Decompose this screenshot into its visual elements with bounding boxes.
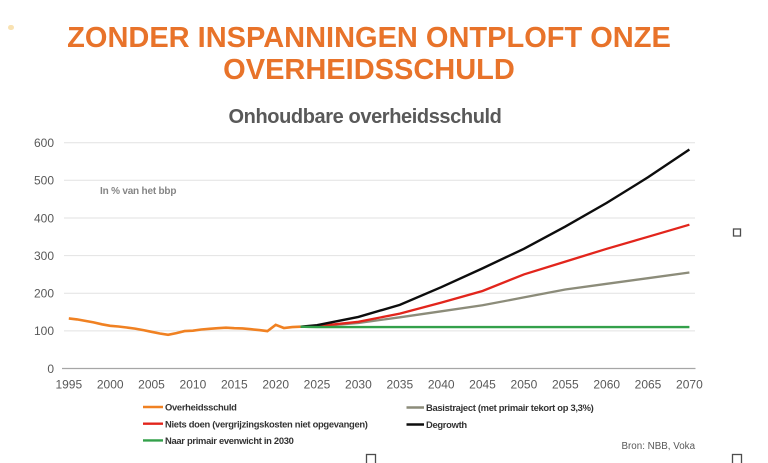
svg-text:2065: 2065 bbox=[635, 378, 662, 392]
svg-text:300: 300 bbox=[34, 249, 54, 263]
svg-text:Naar primair evenwicht in 2030: Naar primair evenwicht in 2030 bbox=[165, 435, 294, 446]
svg-text:Bron: NBB, Voka: Bron: NBB, Voka bbox=[622, 441, 696, 452]
svg-text:2035: 2035 bbox=[386, 378, 413, 392]
svg-text:2060: 2060 bbox=[593, 378, 620, 392]
svg-text:200: 200 bbox=[34, 287, 54, 301]
svg-text:Basistraject (met primair teko: Basistraject (met primair tekort op 3,3%… bbox=[426, 402, 594, 413]
svg-text:2020: 2020 bbox=[262, 378, 289, 392]
svg-text:Degrowth: Degrowth bbox=[426, 419, 467, 430]
svg-text:1995: 1995 bbox=[55, 378, 82, 392]
svg-text:2050: 2050 bbox=[511, 378, 538, 392]
svg-text:In % van het bbp: In % van het bbp bbox=[100, 186, 176, 197]
svg-text:2025: 2025 bbox=[304, 378, 331, 392]
svg-text:400: 400 bbox=[34, 211, 54, 225]
svg-text:2005: 2005 bbox=[138, 378, 165, 392]
svg-text:2070: 2070 bbox=[676, 378, 703, 392]
svg-text:2045: 2045 bbox=[469, 378, 496, 392]
svg-text:2015: 2015 bbox=[221, 378, 248, 392]
svg-text:100: 100 bbox=[34, 324, 54, 338]
svg-text:Overheidsschuld: Overheidsschuld bbox=[165, 402, 237, 413]
svg-text:2040: 2040 bbox=[428, 378, 455, 392]
svg-text:2000: 2000 bbox=[97, 378, 124, 392]
svg-text:500: 500 bbox=[34, 174, 54, 188]
svg-text:2010: 2010 bbox=[180, 378, 207, 392]
svg-text:600: 600 bbox=[34, 136, 54, 150]
svg-text:0: 0 bbox=[47, 362, 54, 376]
svg-text:2030: 2030 bbox=[345, 378, 372, 392]
svg-text:2055: 2055 bbox=[552, 378, 579, 392]
svg-text:Niets doen (vergrijzingskosten: Niets doen (vergrijzingskosten niet opge… bbox=[165, 418, 368, 429]
